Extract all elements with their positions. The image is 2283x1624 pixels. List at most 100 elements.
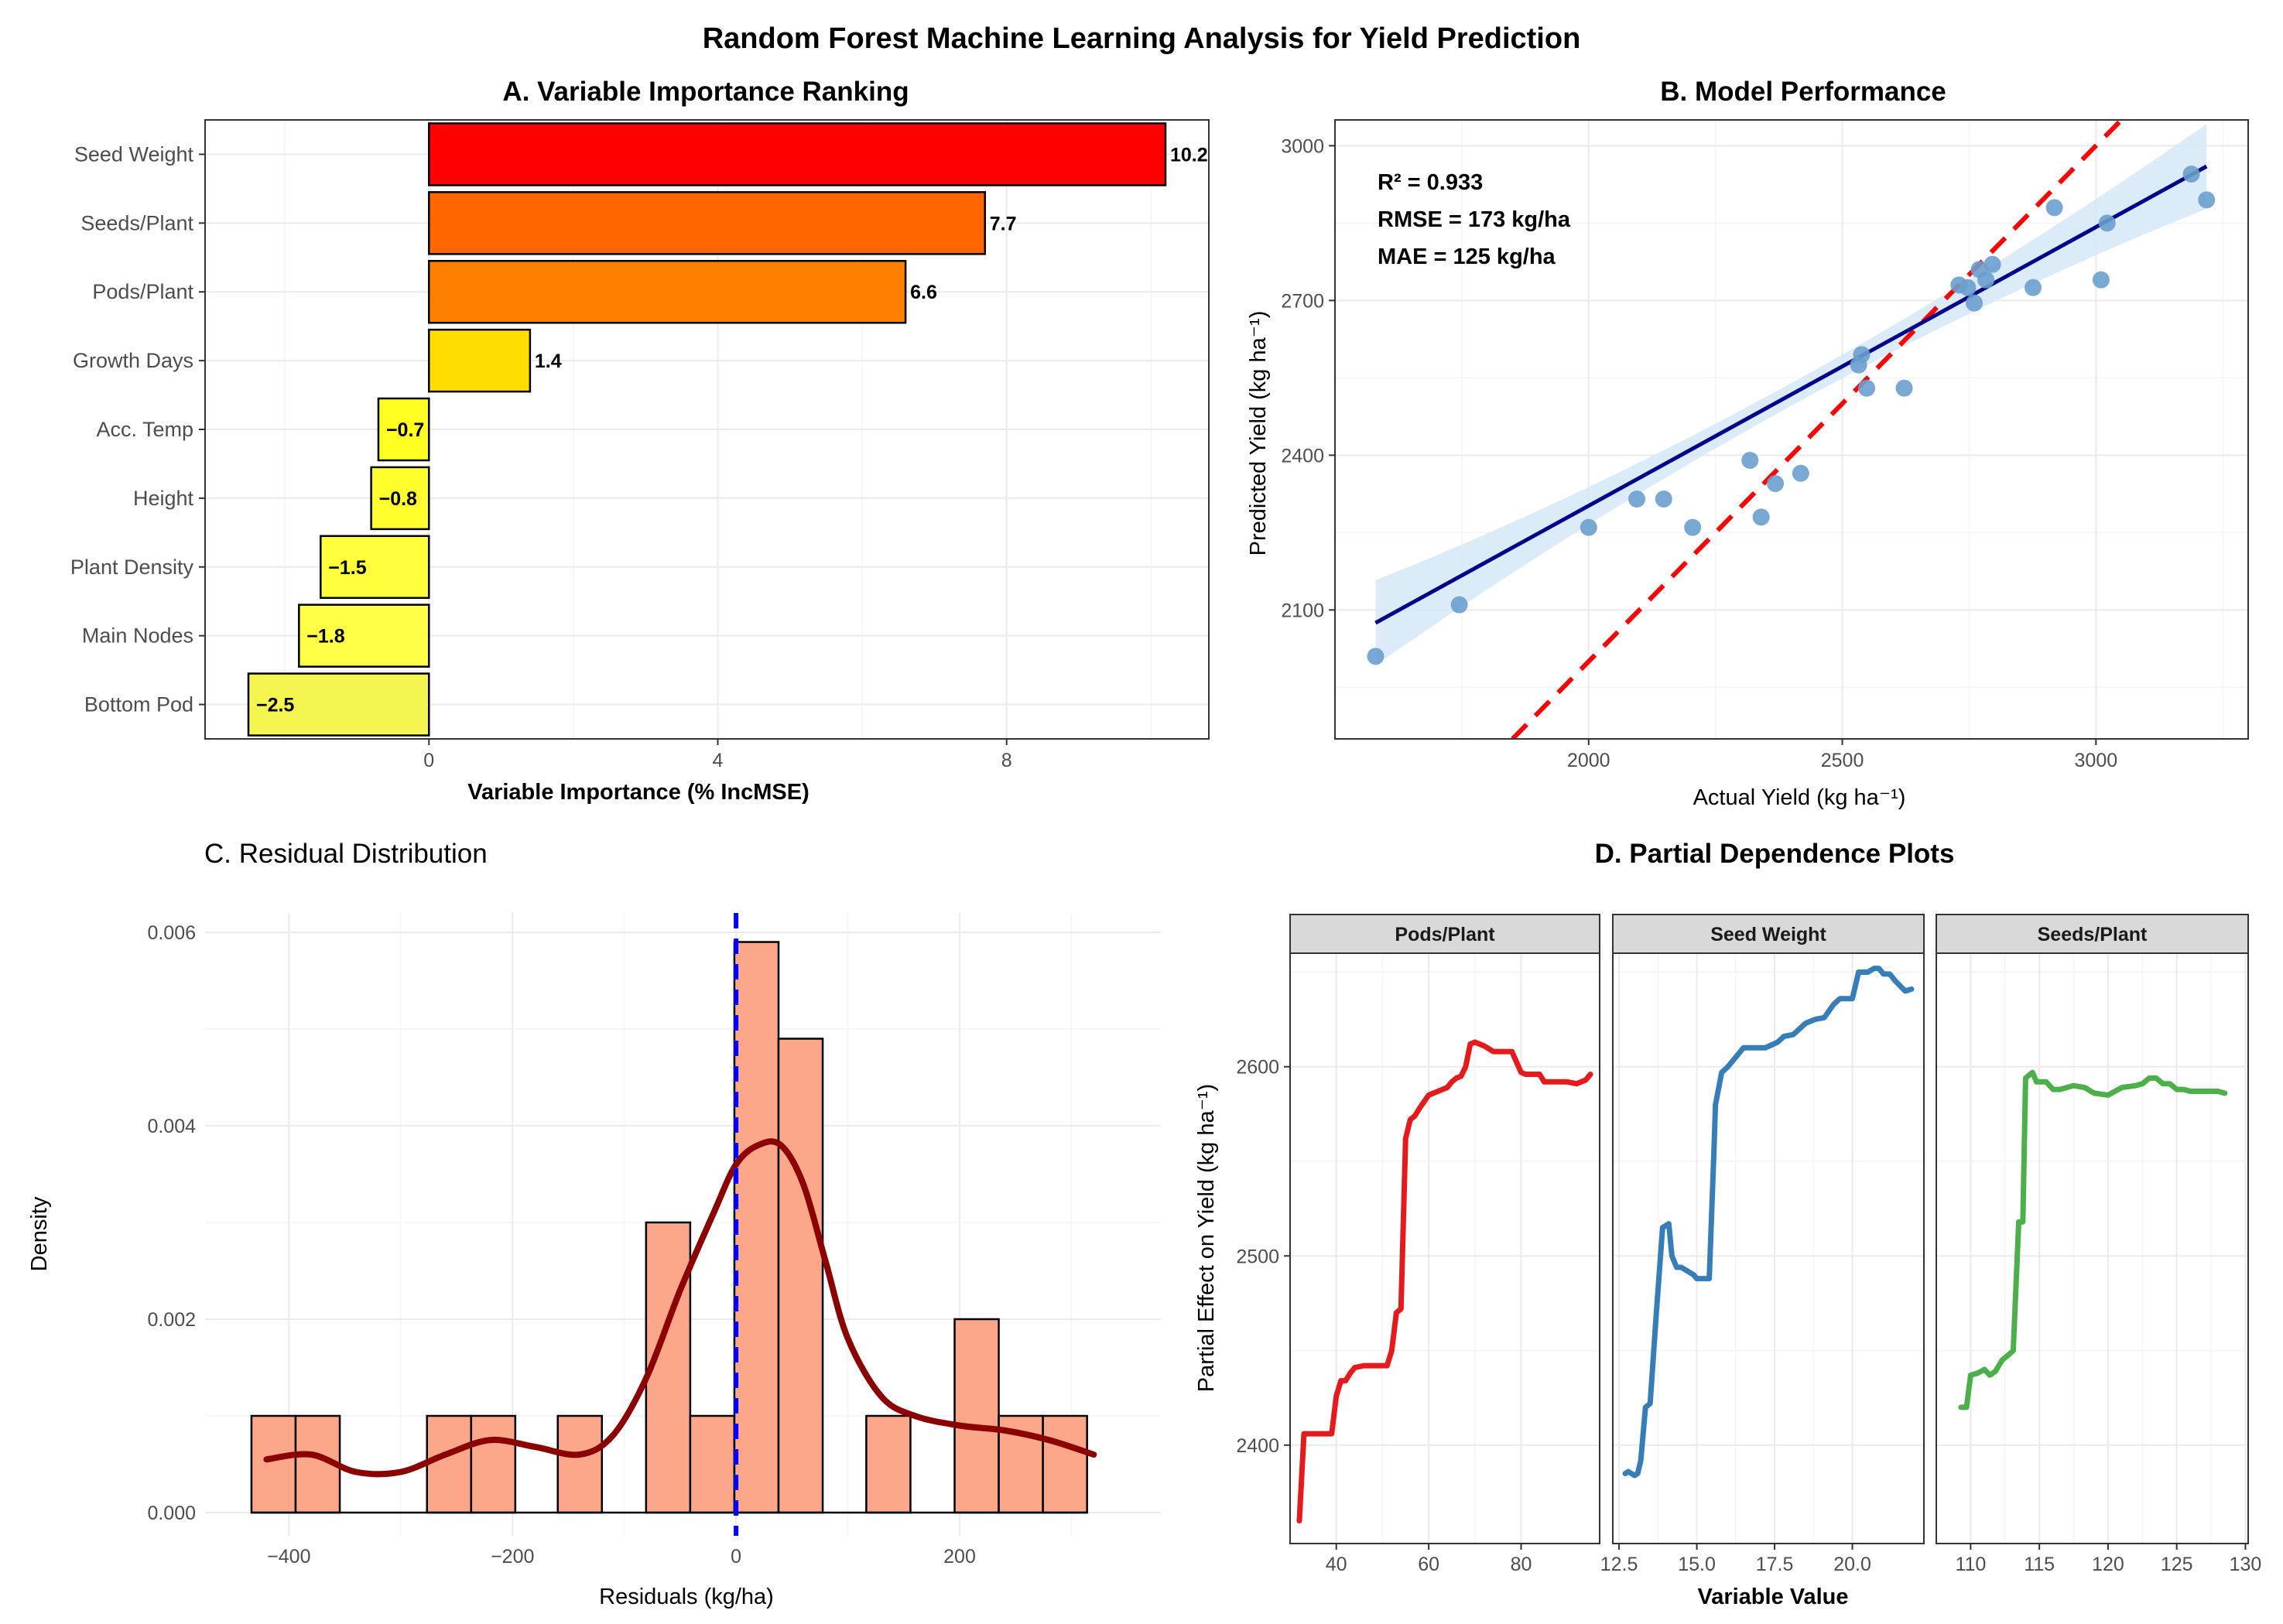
panel-c-density-curve — [263, 1138, 1097, 1478]
panel-b-frame — [1334, 119, 2249, 740]
panel-d-x-tick-label: 20.0 — [1833, 1554, 1871, 1575]
panel-d-partial-dependence-line — [1296, 1039, 1593, 1524]
panel-b-data-point — [1858, 379, 1876, 397]
panel-a-variable-importance: A. Variable Importance Ranking Variable … — [70, 77, 1210, 805]
panel-d-partial-dependence-line — [1958, 1069, 2228, 1410]
panel-c-y-axis-label: Density — [27, 1196, 52, 1271]
panel-d-facet-plot-area — [1936, 953, 2248, 1544]
panel-d-x-tick-label: 115 — [2024, 1554, 2055, 1575]
panel-c-x-tick-label: −400 — [267, 1546, 310, 1568]
panel-b-data-point — [1966, 294, 1983, 312]
panel-d-x-tick-label: 40 — [1326, 1554, 1347, 1575]
panel-d-facet-strip — [1612, 914, 1925, 954]
panel-a-bar-value-label: −2.5 — [256, 695, 294, 716]
panel-c-histogram-bar — [953, 1318, 1000, 1514]
panel-a-x-tick-label: 4 — [713, 750, 724, 771]
panel-b-data-point — [1367, 648, 1385, 665]
panel-b-data-point — [1959, 279, 1977, 296]
panel-b-identity-line — [1511, 120, 2125, 739]
panel-c-histogram-bar — [777, 1038, 824, 1514]
panel-b-y-tick-label: 3000 — [1281, 135, 1324, 157]
panel-b-data-point — [1977, 271, 1995, 289]
panel-b-data-point — [2182, 166, 2200, 183]
panel-b-stat-annotation: RMSE = 173 kg/ha — [1378, 207, 1571, 232]
panel-a-bar — [428, 122, 1167, 186]
panel-d-facet-frame — [1936, 952, 2249, 1544]
panel-b-data-point — [1984, 255, 2001, 273]
panel-a-category-label: Pods/Plant — [92, 280, 193, 303]
panel-a-frame — [204, 119, 1210, 740]
panel-d-facet-strip-label: Seeds/Plant — [2038, 924, 2148, 945]
panel-c-residual-distribution: C. Residual Distribution Residuals (kg/h… — [27, 839, 1161, 1609]
panel-d-partial-dependence-line — [1622, 966, 1915, 1479]
panel-c-x-tick-label: −200 — [491, 1546, 534, 1568]
panel-c-y-tick-label: 0.002 — [147, 1309, 196, 1331]
panel-d-facet-frame — [1289, 952, 1600, 1544]
panel-a-bar — [320, 535, 430, 600]
panel-d-x-tick-label: 15.0 — [1678, 1554, 1716, 1575]
panel-b-x-tick-label: 3000 — [2075, 750, 2118, 771]
panel-c-x-axis-label: Residuals (kg/ha) — [599, 1585, 774, 1609]
panel-d-y-axis-label: Partial Effect on Yield (kg ha⁻¹) — [1194, 1084, 1219, 1392]
panel-a-bar — [428, 328, 532, 393]
panel-d-x-axis-label: Variable Value — [1697, 1585, 1848, 1609]
panel-b-data-point — [1895, 379, 1913, 397]
panel-b-stat-annotation: R² = 0.933 — [1378, 170, 1483, 195]
panel-b-y-tick-label: 2400 — [1281, 445, 1324, 467]
panel-b-stat-annotation: MAE = 125 kg/ha — [1378, 244, 1556, 269]
panel-b-y-axis-label: Predicted Yield (kg ha⁻¹) — [1246, 311, 1271, 556]
panel-b-data-point — [1628, 491, 1646, 508]
panel-a-bar-value-label: −0.7 — [386, 419, 424, 441]
panel-a-bar-value-label: 6.6 — [910, 282, 937, 303]
panel-d-x-tick-label: 17.5 — [1756, 1554, 1794, 1575]
panel-c-histogram-bar — [865, 1414, 912, 1514]
panel-c-title: C. Residual Distribution — [204, 839, 488, 869]
figure-title: Random Forest Machine Learning Analysis … — [703, 22, 1581, 55]
panel-b-data-point — [2045, 199, 2063, 217]
panel-b-regression-line — [1374, 164, 2208, 625]
panel-d-facet-strip-label: Seed Weight — [1710, 924, 1826, 945]
panel-d-x-tick-label: 130 — [2230, 1554, 2262, 1575]
panel-d-x-tick-label: 60 — [1418, 1554, 1439, 1575]
panel-b-data-point — [1853, 346, 1871, 364]
panel-a-category-label: Growth Days — [73, 349, 193, 372]
panel-d-partial-dependence: D. Partial Dependence Plots Variable Val… — [1194, 839, 2261, 1609]
panel-c-histogram-bar — [733, 941, 780, 1514]
panel-a-bar — [370, 466, 430, 531]
panel-b-title: B. Model Performance — [1660, 77, 1946, 107]
panel-d-x-tick-label: 110 — [1955, 1554, 1986, 1575]
panel-b-data-point — [1792, 464, 1809, 482]
panel-a-bar — [428, 259, 907, 324]
panel-d-x-tick-label: 80 — [1511, 1554, 1532, 1575]
panel-d-title: D. Partial Dependence Plots — [1595, 839, 1955, 869]
panel-c-histogram-bar — [470, 1414, 517, 1514]
panel-d-facet-strip-label: Pods/Plant — [1395, 924, 1495, 945]
panel-b-data-point — [1684, 518, 1702, 536]
panel-a-category-label: Height — [133, 487, 194, 510]
panel-a-title: A. Variable Importance Ranking — [502, 77, 909, 107]
panel-b-y-tick-label: 2100 — [1281, 600, 1324, 621]
panel-d-y-tick-label: 2600 — [1236, 1057, 1279, 1079]
panel-a-category-label: Acc. Temp — [96, 418, 193, 441]
panel-a-bar-value-label: −1.8 — [306, 626, 344, 648]
panel-b-data-point — [2092, 271, 2110, 289]
panel-a-category-label: Seed Weight — [74, 142, 194, 166]
panel-c-x-tick-label: 0 — [731, 1546, 741, 1568]
panel-d-x-tick-label: 125 — [2161, 1554, 2193, 1575]
panel-c-histogram-bar — [426, 1414, 473, 1514]
panel-a-bar — [298, 603, 430, 668]
panel-b-data-point — [1752, 508, 1770, 526]
panel-b-x-tick-label: 2000 — [1567, 750, 1610, 771]
panel-a-bar-value-label: −1.5 — [328, 557, 366, 579]
panel-b-data-point — [2098, 214, 2116, 232]
panel-c-y-tick-label: 0.000 — [147, 1503, 196, 1524]
panel-c-y-tick-label: 0.006 — [147, 922, 196, 944]
panel-d-facet-strip — [1936, 914, 2249, 954]
panel-d-x-tick-label: 120 — [2092, 1554, 2124, 1575]
panel-b-x-tick-label: 2500 — [1821, 750, 1864, 771]
panel-b-data-point — [1741, 452, 1759, 469]
panel-c-y-tick-label: 0.004 — [147, 1116, 196, 1137]
panel-a-x-axis-label: Variable Importance (% IncMSE) — [467, 780, 809, 805]
panel-d-facet-strip — [1289, 914, 1600, 954]
